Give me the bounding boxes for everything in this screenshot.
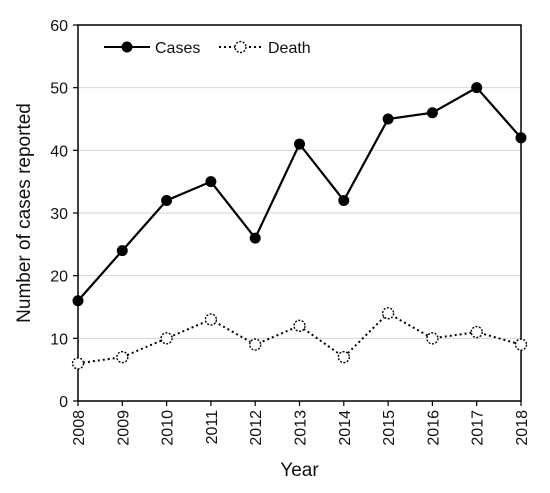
point-cases-2014	[338, 194, 350, 206]
point-cases-2018	[515, 132, 527, 144]
y-axis-title: Number of cases reported	[14, 103, 35, 323]
point-cases-2008	[72, 295, 84, 307]
y-tick-label-0: 0	[59, 394, 68, 411]
legend-label-cases: Cases	[155, 40, 200, 57]
y-axis-ticks: 0 10 20 30 40 50 60	[50, 18, 78, 411]
x-tick-label-2018: 2018	[514, 410, 531, 446]
x-tick-label-2014: 2014	[337, 410, 354, 446]
point-death-2017	[470, 325, 483, 339]
y-tick-label-60: 60	[50, 18, 68, 35]
legend-marker-cases	[121, 41, 133, 53]
point-death-2008	[71, 357, 85, 370]
x-tick-label-2012: 2012	[248, 410, 265, 446]
point-cases-2009	[116, 245, 128, 257]
x-tick-label-2008: 2008	[71, 410, 88, 446]
x-tick-label-2016: 2016	[425, 410, 442, 446]
point-cases-2013	[294, 138, 305, 150]
point-death-2009	[116, 350, 129, 364]
x-tick-label-2013: 2013	[293, 410, 310, 446]
point-cases-2012	[249, 232, 261, 244]
series-layer	[71, 82, 528, 370]
point-cases-2016	[426, 107, 438, 119]
point-death-2011	[204, 313, 218, 326]
x-axis-ticks: 2008 2009 2010 2011 2012 2013 2014 2015 2016 2017…	[71, 401, 531, 446]
point-death-2015	[381, 307, 395, 320]
x-tick-label-2015: 2015	[381, 410, 398, 446]
x-tick-label-2011: 2011	[204, 410, 221, 445]
x-axis-title: Year	[280, 460, 319, 481]
gridlines	[78, 87, 521, 339]
point-death-2012	[248, 338, 262, 351]
point-cases-2015	[382, 113, 394, 125]
y-tick-label-30: 30	[50, 206, 68, 223]
point-cases-2010	[161, 194, 173, 206]
legend-label-death: Death	[268, 40, 311, 57]
series-line-cases	[77, 86, 522, 302]
y-tick-label-20: 20	[50, 269, 68, 286]
point-death-2014	[337, 350, 350, 364]
point-death-2013	[293, 319, 306, 332]
point-cases-2011	[205, 176, 217, 188]
point-cases-2017	[471, 82, 483, 94]
legend: Cases Death	[104, 40, 311, 57]
y-tick-label-40: 40	[50, 143, 68, 160]
x-tick-label-2010: 2010	[160, 410, 177, 446]
y-tick-label-50: 50	[50, 81, 68, 98]
x-tick-label-2017: 2017	[470, 410, 487, 446]
point-death-2016	[426, 332, 439, 345]
point-death-2018	[514, 338, 528, 351]
x-tick-label-2009: 2009	[115, 410, 132, 446]
legend-marker-death	[234, 40, 247, 54]
point-death-2010	[160, 332, 173, 345]
y-tick-label-10: 10	[50, 331, 68, 348]
